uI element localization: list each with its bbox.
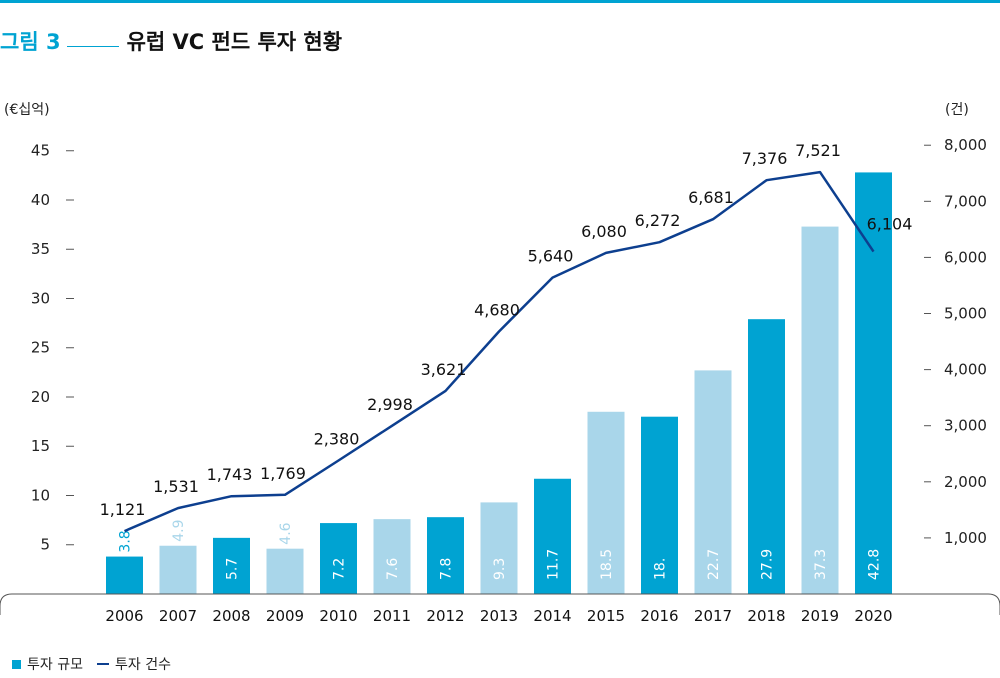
left-tick-label: 20 bbox=[31, 388, 50, 406]
x-tick-label: 2015 bbox=[587, 607, 625, 625]
bar bbox=[534, 478, 571, 594]
right-tick-label: 2,000 bbox=[944, 473, 987, 491]
left-tick-label: 5 bbox=[40, 536, 50, 554]
x-tick-label: 2013 bbox=[480, 607, 518, 625]
bar-series: 3.8 4.9 5.7 4.6 7.2 7.6 7.8 9.3 11.7 18.5 18. 22.7 2… bbox=[106, 172, 892, 595]
left-tick-label: 15 bbox=[31, 437, 50, 455]
count-line bbox=[124, 170, 875, 533]
bar-value-label: 18. bbox=[653, 558, 669, 580]
left-tick-label: 10 bbox=[31, 486, 50, 504]
count-value-label: 5,640 bbox=[528, 247, 574, 266]
count-value-label: 6,080 bbox=[581, 222, 627, 241]
count-value-label: 1,121 bbox=[100, 500, 146, 519]
right-tick-label: 5,000 bbox=[944, 305, 987, 323]
bar bbox=[373, 519, 411, 594]
x-tick-label: 2018 bbox=[747, 607, 785, 625]
bar-value-label: 5.7 bbox=[225, 558, 241, 580]
bar-value-label: 7.2 bbox=[332, 558, 348, 580]
count-value-label: 6,681 bbox=[688, 188, 734, 207]
right-tick-label: 3,000 bbox=[944, 417, 987, 435]
count-value-label: 2,380 bbox=[314, 429, 360, 448]
bar bbox=[694, 370, 732, 594]
legend-line-label: 투자 건수 bbox=[114, 657, 171, 673]
right-tick-label: 7,000 bbox=[944, 192, 987, 210]
count-value-label: 1,769 bbox=[260, 464, 306, 483]
count-value-label: 7,521 bbox=[795, 141, 841, 160]
bar bbox=[587, 411, 625, 594]
bar bbox=[213, 537, 250, 594]
count-value-label: 1,531 bbox=[153, 477, 199, 496]
right-tick-label: 6,000 bbox=[944, 248, 987, 266]
bar bbox=[320, 523, 357, 594]
x-tick-label: 2011 bbox=[373, 607, 411, 625]
right-tick-label: 1,000 bbox=[944, 529, 987, 547]
left-axis: 5 10 15 20 25 30 35 40 45 bbox=[31, 142, 74, 554]
bar-value-label: 18.5 bbox=[599, 549, 615, 580]
x-tick-label: 2010 bbox=[319, 607, 357, 625]
figure-title: 유럽 VC 펀드 투자 현황 bbox=[126, 30, 343, 54]
figure-label-rule bbox=[66, 46, 119, 47]
left-axis-unit: (€십억) bbox=[4, 102, 50, 118]
x-tick-label: 2012 bbox=[426, 607, 464, 625]
count-value-label: 6,104 bbox=[867, 215, 913, 234]
bar-value-label: 22.7 bbox=[706, 549, 722, 580]
count-value-label: 1,743 bbox=[207, 465, 253, 484]
bar-value-label: 11.7 bbox=[546, 549, 562, 580]
count-value-label: 2,998 bbox=[367, 395, 413, 414]
left-tick-label: 45 bbox=[31, 142, 50, 160]
x-axis: 2006 2007 2008 2009 2010 2011 2012 2013 2014 2015… bbox=[105, 607, 892, 625]
left-tick-label: 40 bbox=[31, 191, 50, 209]
top-rule bbox=[0, 0, 1000, 3]
x-tick-label: 2016 bbox=[640, 607, 678, 625]
bar-value-label: 4.6 bbox=[278, 522, 294, 544]
bar-value-label: 7.8 bbox=[439, 558, 455, 580]
x-tick-label: 2008 bbox=[212, 607, 250, 625]
right-tick-label: 4,000 bbox=[944, 361, 987, 379]
bar-value-label: 3.8 bbox=[118, 530, 134, 552]
bar-value-label: 9.3 bbox=[492, 558, 508, 580]
bar bbox=[106, 556, 143, 594]
bar bbox=[801, 226, 839, 594]
legend: 투자 규모 투자 건수 bbox=[12, 654, 171, 674]
left-tick-label: 25 bbox=[31, 339, 50, 357]
baseline-frame bbox=[0, 593, 1000, 615]
bar-value-label: 27.9 bbox=[760, 549, 776, 580]
left-tick-label: 30 bbox=[31, 289, 50, 307]
bar-value-label: 37.3 bbox=[813, 549, 829, 580]
x-tick-label: 2006 bbox=[105, 607, 143, 625]
x-tick-label: 2020 bbox=[854, 607, 892, 625]
x-tick-label: 2019 bbox=[801, 607, 839, 625]
x-tick-label: 2017 bbox=[694, 607, 732, 625]
legend-bar-label: 투자 규모 bbox=[27, 657, 83, 673]
bar-value-label: 42.8 bbox=[867, 549, 883, 580]
legend-line-swatch bbox=[96, 663, 109, 665]
left-tick-label: 35 bbox=[31, 240, 50, 258]
bar bbox=[855, 172, 892, 595]
bar bbox=[641, 416, 678, 594]
x-tick-label: 2009 bbox=[266, 607, 304, 625]
x-tick-label: 2007 bbox=[159, 607, 197, 625]
legend-bar-swatch bbox=[12, 659, 21, 669]
count-value-label: 4,680 bbox=[474, 300, 520, 319]
count-labels: 1,121 1,531 1,743 1,769 2,380 2,998 3,621 4,680… bbox=[100, 141, 913, 519]
bar bbox=[266, 548, 304, 594]
x-tick-label: 2014 bbox=[533, 607, 571, 625]
bar-value-label: 4.9 bbox=[171, 519, 187, 541]
bar-value-label: 7.6 bbox=[385, 558, 401, 580]
figure-label: 그림 3 bbox=[0, 30, 61, 54]
figure-header: 그림 3 유럽 VC 펀드 투자 현황 bbox=[0, 26, 342, 56]
bar bbox=[159, 545, 197, 594]
bar bbox=[480, 502, 518, 594]
bar bbox=[748, 319, 785, 594]
right-axis-unit: (건) bbox=[945, 102, 969, 118]
count-value-label: 6,272 bbox=[635, 211, 681, 230]
right-axis: 1,000 2,000 3,000 4,000 5,000 6,000 7,000 8,000 bbox=[924, 136, 987, 547]
count-value-label: 7,376 bbox=[742, 149, 788, 168]
right-tick-label: 8,000 bbox=[944, 136, 987, 154]
bar bbox=[427, 517, 464, 594]
count-value-label: 3,621 bbox=[421, 360, 467, 379]
